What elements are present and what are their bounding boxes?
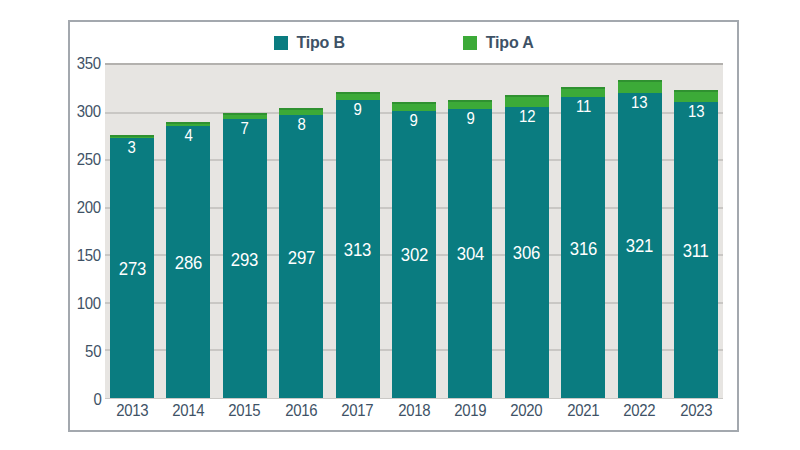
value-label-tipo-a-2015: 7 xyxy=(223,119,267,139)
bar-2016: 8 297 xyxy=(279,108,323,398)
segment-tipo-b-2017: 9 313 xyxy=(336,100,380,398)
y-axis-tick-100: 100 xyxy=(72,295,102,312)
x-axis-label-2018: 2018 xyxy=(392,402,436,419)
bar-2015: 7 293 xyxy=(223,113,267,398)
segment-tipo-b-2016: 8 297 xyxy=(279,115,323,398)
segment-tipo-a-2016 xyxy=(279,108,323,116)
segment-tipo-b-2023: 13 311 xyxy=(674,102,718,398)
segment-tipo-a-2021 xyxy=(561,87,605,97)
x-axis-label-2016: 2016 xyxy=(279,402,323,419)
y-axis-tick-150: 150 xyxy=(72,247,102,264)
y-axis: 050100150200250300350 xyxy=(72,63,102,399)
x-axis-label-2020: 2020 xyxy=(505,402,549,419)
x-axis-label-2022: 2022 xyxy=(618,402,662,419)
y-axis-tick-250: 250 xyxy=(72,151,102,168)
x-axis-label-2015: 2015 xyxy=(223,402,267,419)
value-label-tipo-b-2019: 304 xyxy=(448,244,492,263)
bar-2020: 12 306 xyxy=(505,95,549,398)
value-label-tipo-b-2016: 297 xyxy=(279,247,323,266)
segment-tipo-b-2013: 3 273 xyxy=(110,138,154,398)
value-label-tipo-b-2014: 286 xyxy=(166,252,210,271)
legend: Tipo B Tipo A xyxy=(70,34,737,52)
x-axis-label-2019: 2019 xyxy=(448,402,492,419)
legend-swatch-tipo-a xyxy=(463,36,477,50)
y-axis-tick-0: 0 xyxy=(72,391,102,408)
legend-item-tipo-a: Tipo A xyxy=(463,34,534,52)
bar-2018: 9 302 xyxy=(392,102,436,398)
bar-2017: 9 313 xyxy=(336,92,380,398)
segment-tipo-b-2020: 12 306 xyxy=(505,107,549,398)
value-label-tipo-a-2018: 9 xyxy=(392,111,436,131)
segment-tipo-b-2021: 11 316 xyxy=(561,97,605,398)
segment-tipo-a-2020 xyxy=(505,95,549,106)
value-label-tipo-a-2021: 11 xyxy=(561,97,605,117)
value-label-tipo-a-2020: 12 xyxy=(505,107,549,127)
segment-tipo-b-2015: 7 293 xyxy=(223,119,267,398)
bar-2019: 9 304 xyxy=(448,100,492,398)
segment-tipo-a-2018 xyxy=(392,102,436,111)
value-label-tipo-a-2013: 3 xyxy=(110,138,154,158)
bar-2013: 3 273 xyxy=(110,135,154,398)
legend-label-tipo-a: Tipo A xyxy=(486,34,534,52)
x-axis-label-2014: 2014 xyxy=(166,402,210,419)
bar-2014: 4 286 xyxy=(166,122,210,398)
plot-area: 3 273 4 286 7 293 8 297 9 313 9 302 9 304 12 306 11 316 13… xyxy=(105,63,723,399)
segment-tipo-a-2023 xyxy=(674,90,718,102)
y-axis-tick-350: 350 xyxy=(72,55,102,72)
segment-tipo-b-2018: 9 302 xyxy=(392,111,436,398)
value-label-tipo-a-2014: 4 xyxy=(166,126,210,146)
segment-tipo-b-2019: 9 304 xyxy=(448,109,492,398)
segment-tipo-a-2017 xyxy=(336,92,380,101)
x-axis-label-2013: 2013 xyxy=(110,402,154,419)
segment-tipo-a-2019 xyxy=(448,100,492,109)
value-label-tipo-b-2015: 293 xyxy=(223,249,267,268)
chart-frame: Tipo B Tipo A 0 50 100 150 200 250 300 350 3 273 4… xyxy=(68,20,739,432)
segment-tipo-a-2022 xyxy=(618,80,662,92)
segment-tipo-b-2022: 13 321 xyxy=(618,93,662,398)
value-label-tipo-b-2018: 302 xyxy=(392,245,436,264)
x-axis-label-2023: 2023 xyxy=(674,402,718,419)
value-label-tipo-a-2022: 13 xyxy=(618,93,662,113)
legend-label-tipo-b: Tipo B xyxy=(297,34,345,52)
bar-2021: 11 316 xyxy=(561,87,605,398)
bars-container: 3 273 4 286 7 293 8 297 9 313 9 302 9 304 12 306 11 316 13… xyxy=(105,65,723,398)
value-label-tipo-b-2017: 313 xyxy=(336,240,380,259)
y-axis-tick-200: 200 xyxy=(72,199,102,216)
chart-canvas: Tipo B Tipo A 0 50 100 150 200 250 300 350 3 273 4… xyxy=(0,0,800,450)
value-label-tipo-b-2013: 273 xyxy=(110,259,154,278)
bar-2023: 13 311 xyxy=(674,90,718,398)
segment-tipo-a-2015 xyxy=(223,113,267,120)
value-label-tipo-b-2023: 311 xyxy=(674,241,718,260)
value-label-tipo-b-2021: 316 xyxy=(561,238,605,257)
value-label-tipo-a-2019: 9 xyxy=(448,109,492,129)
value-label-tipo-b-2022: 321 xyxy=(618,236,662,255)
value-label-tipo-a-2017: 9 xyxy=(336,100,380,120)
x-axis-label-2017: 2017 xyxy=(336,402,380,419)
y-axis-tick-50: 50 xyxy=(72,343,102,360)
legend-item-tipo-b: Tipo B xyxy=(274,34,345,52)
value-label-tipo-a-2016: 8 xyxy=(279,115,323,135)
y-axis-tick-300: 300 xyxy=(72,103,102,120)
x-axis-label-2021: 2021 xyxy=(561,402,605,419)
segment-tipo-b-2014: 4 286 xyxy=(166,126,210,398)
legend-swatch-tipo-b xyxy=(274,36,288,50)
bar-2022: 13 321 xyxy=(618,80,662,398)
x-axis: 2013 2014 2015 2016 2017 2018 2019 2020 2021 2022… xyxy=(105,402,723,419)
value-label-tipo-a-2023: 13 xyxy=(674,102,718,122)
value-label-tipo-b-2020: 306 xyxy=(505,243,549,262)
